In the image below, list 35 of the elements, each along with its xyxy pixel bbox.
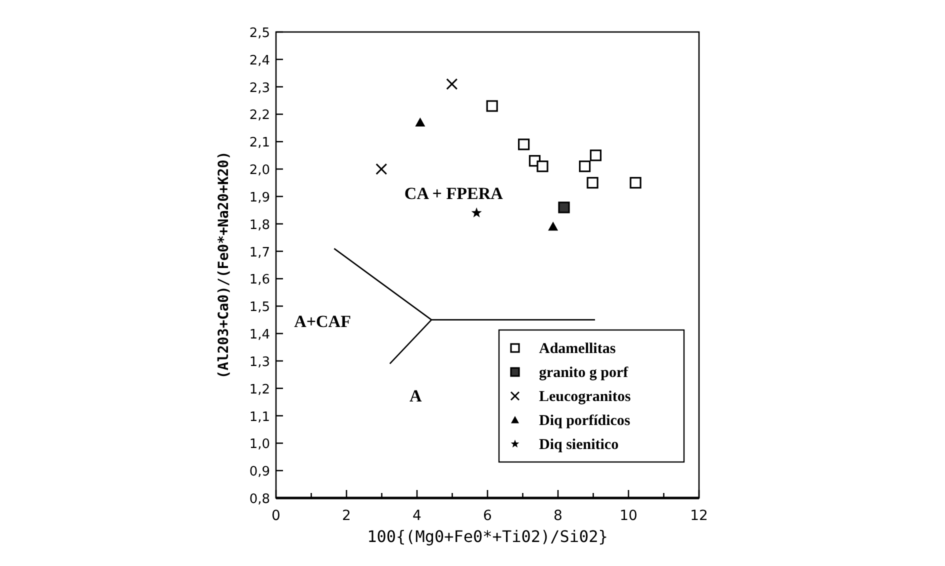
x-tick-label: 10 [620,508,638,524]
annotation: A+CAF [294,312,351,331]
y-tick-label: 0,9 [249,464,270,480]
annotation: A [409,386,422,406]
y-tick-label: 1,0 [249,437,270,452]
y-tick-label: 1,4 [249,328,270,343]
y-tick-label: 1,7 [249,245,270,260]
legend-label: granito g porf [539,365,630,381]
y-tick-label: 1,2 [249,382,270,398]
y-tick-label: 2,3 [249,80,270,96]
x-tick-label: 8 [554,508,562,524]
y-tick-label: 1,6 [249,272,270,288]
y-tick-label: 1,3 [249,354,270,370]
y-tick-label: 2,2 [249,108,270,124]
y-axis-title: (Al203+Ca0)/(Fe0*+Na20+K20) [216,151,232,379]
y-tick-label: 2,4 [249,53,270,68]
y-tick-label: 0,8 [249,492,270,507]
legend-label: Diq porfídicos [539,413,630,429]
legend-label: Diq sienitico [539,437,619,453]
y-tick-label: 2,0 [249,163,270,178]
y-tick-label: 1,5 [249,300,270,316]
legend-label: Adamellitas [539,341,616,357]
x-tick-label: 2 [342,508,351,524]
annotation: CA + FPERA [404,184,504,203]
y-tick-label: 1,1 [249,410,270,425]
y-tick-label: 1,9 [249,190,270,206]
x-tick-label: 0 [272,508,280,524]
legend-label: Leucogranitos [539,389,631,405]
y-tick-label: 2,1 [249,136,270,151]
x-axis-title: 100{(Mg0+Fe0*+Ti02)/Si02} [367,527,608,546]
x-tick-label: 12 [690,508,708,524]
x-tick-label: 4 [412,508,422,524]
y-tick-label: 1,8 [249,218,270,233]
y-tick-label: 2,5 [249,26,270,41]
x-tick-label: 6 [483,508,492,524]
